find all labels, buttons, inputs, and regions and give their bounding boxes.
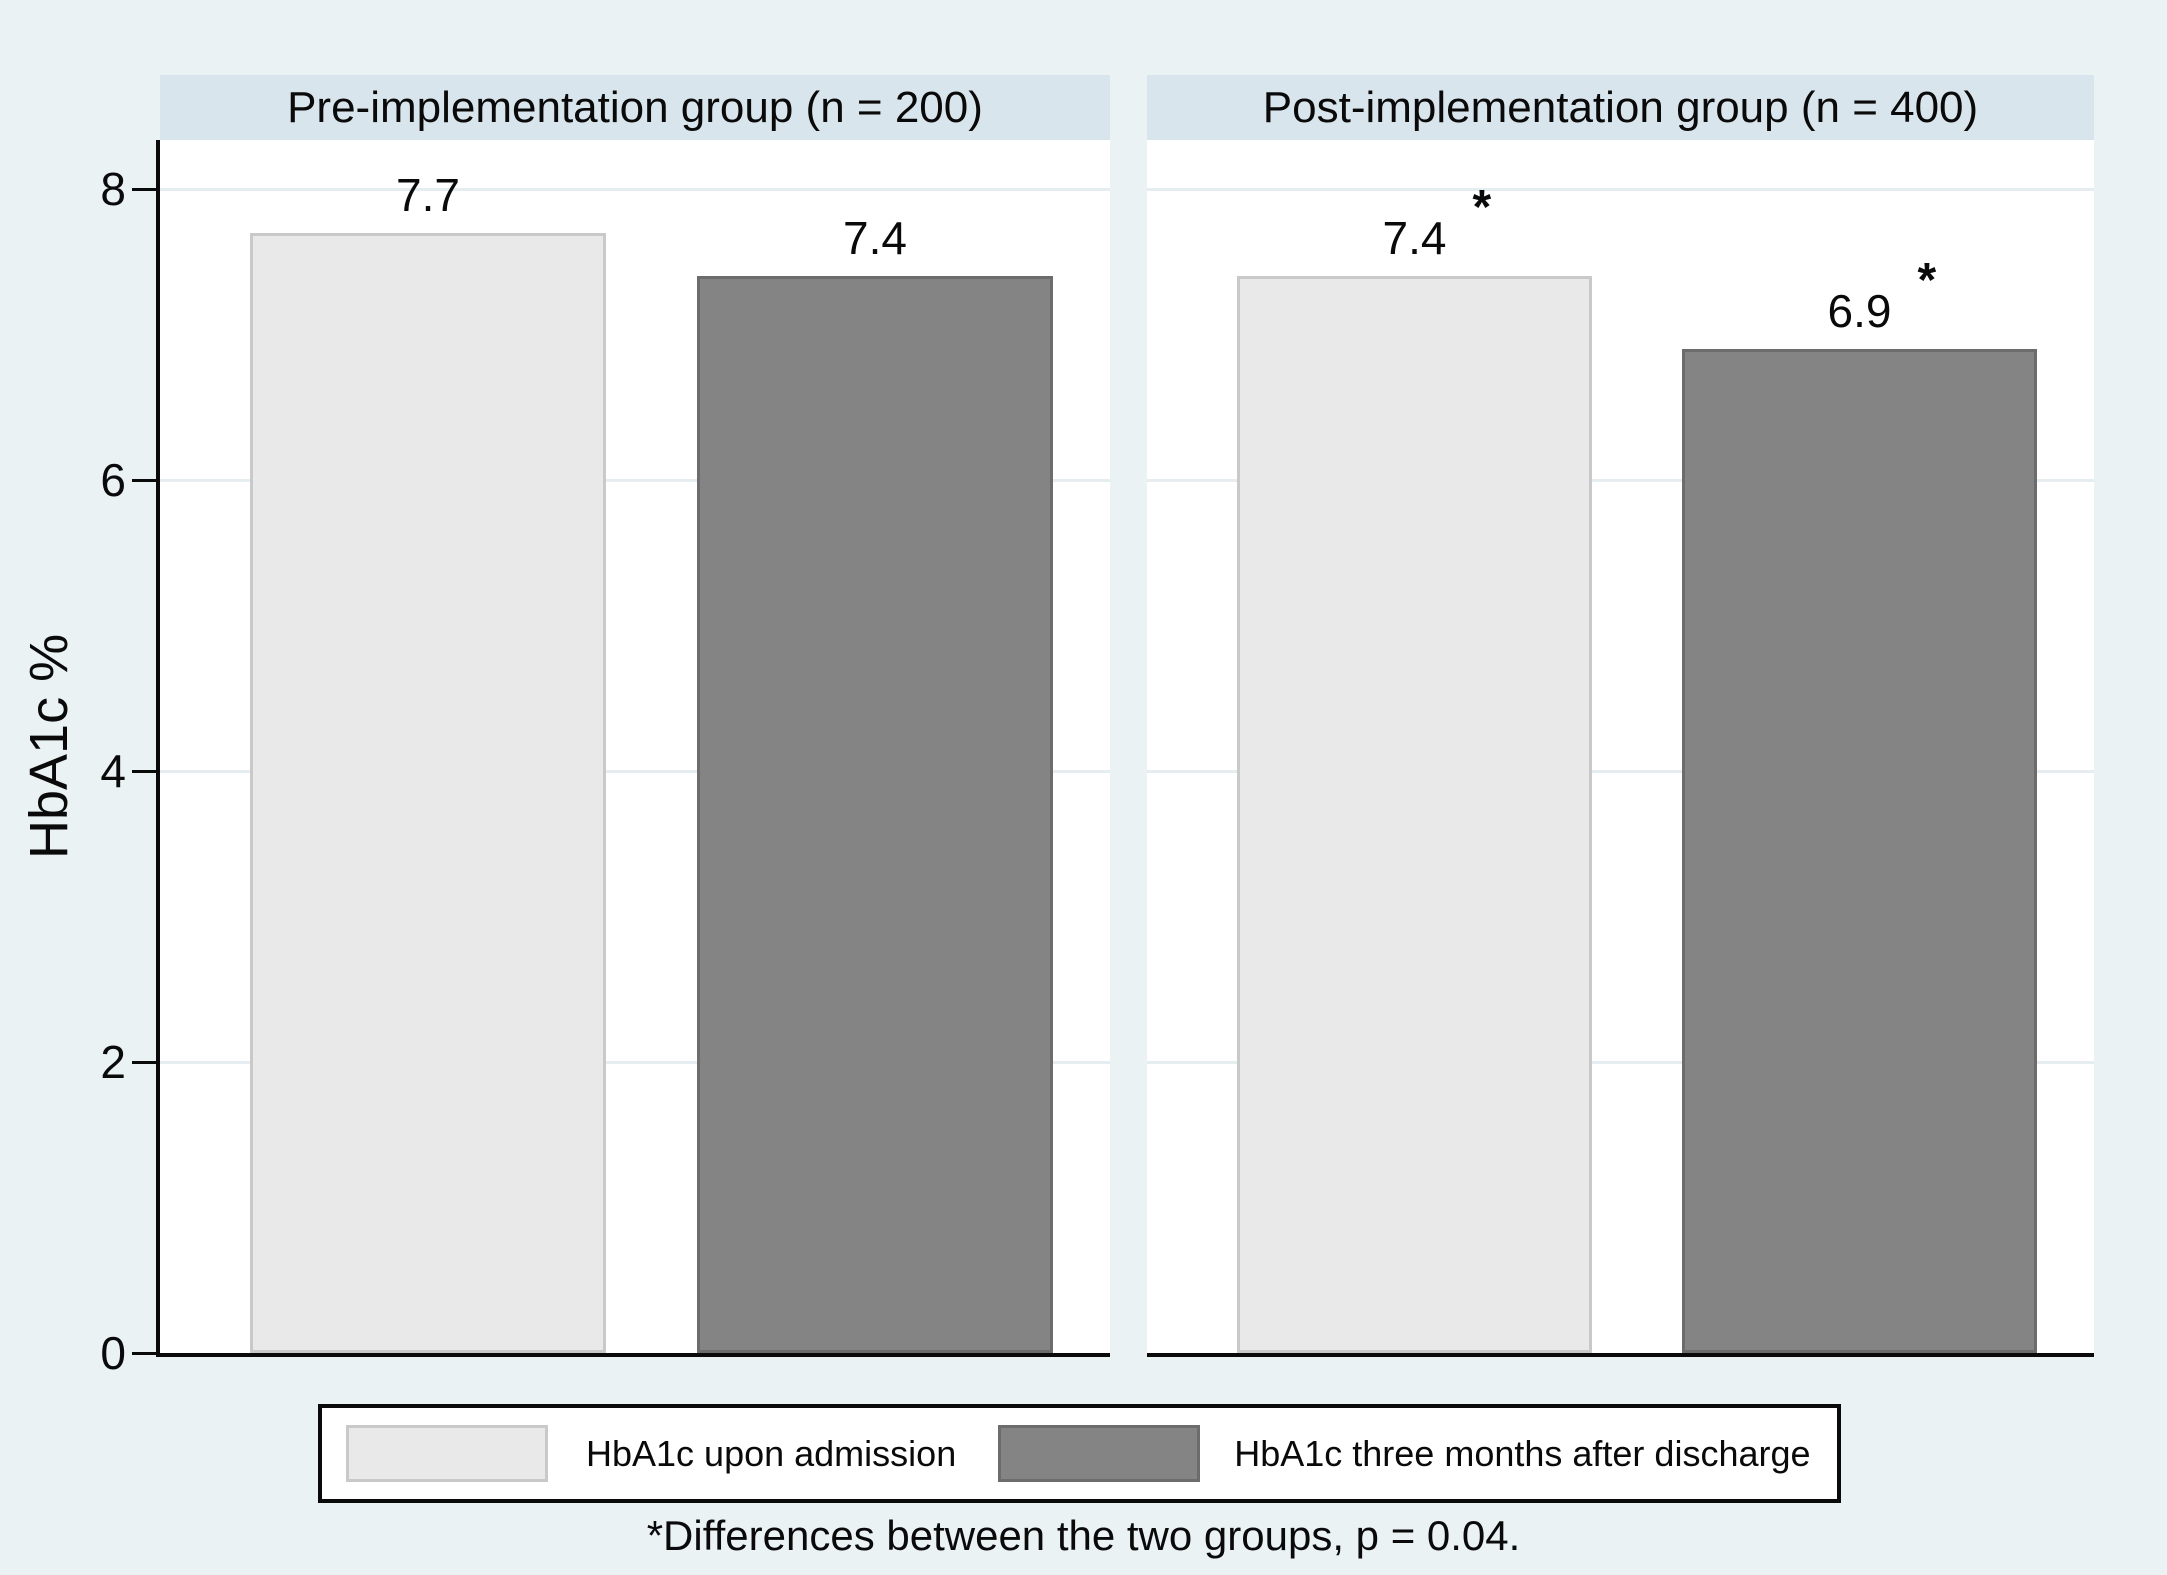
y-tick-mark <box>132 479 158 482</box>
bar <box>697 276 1053 1353</box>
panel-header: Post-implementation group (n = 400) <box>1147 75 2094 140</box>
bar <box>1682 349 2037 1353</box>
y-tick-mark <box>132 1061 158 1064</box>
grid-line <box>160 479 1110 482</box>
panel-header: Pre-implementation group (n = 200) <box>160 75 1110 140</box>
y-tick-label: 2 <box>100 1036 126 1088</box>
grid-line <box>160 1061 1110 1064</box>
x-axis-line <box>160 1353 1110 1357</box>
bar-value-text: 7.4 <box>1382 212 1447 264</box>
grid-line <box>1147 188 2094 191</box>
y-tick-label: 0 <box>100 1327 126 1379</box>
asterisk-annotation: * <box>1472 181 1492 234</box>
y-tick-mark <box>132 770 158 773</box>
grid-line <box>1147 770 2094 773</box>
y-tick-label: 4 <box>100 745 126 797</box>
legend-swatch-admission <box>346 1425 548 1482</box>
x-axis-line <box>1147 1353 2094 1357</box>
y-axis-line <box>156 140 160 1357</box>
bar-value-text: 6.9 <box>1827 285 1892 337</box>
y-tick-mark <box>132 188 158 191</box>
legend-swatch-discharge <box>998 1425 1201 1482</box>
y-tick-label: 6 <box>100 454 126 506</box>
bar-value-label: 7.4 * <box>1215 181 1615 266</box>
bar <box>1237 276 1592 1353</box>
y-tick-mark <box>132 1352 158 1355</box>
legend-box: HbA1c upon admission HbA1c three months … <box>318 1404 1841 1503</box>
grid-line <box>160 188 1110 191</box>
asterisk-annotation: * <box>1917 254 1937 307</box>
y-tick-label: 8 <box>100 163 126 215</box>
bar-value-label: 6.9 * <box>1660 254 2060 339</box>
bar-value-text: 7.7 <box>396 169 460 221</box>
legend-label-admission: HbA1c upon admission <box>586 1432 957 1474</box>
legend-label-discharge: HbA1c three months after discharge <box>1234 1432 1811 1474</box>
grid-line <box>160 770 1110 773</box>
bar-value-label: 7.7 <box>228 167 628 223</box>
bar-value-text: 7.4 <box>843 212 907 264</box>
footnote: *Differences between the two groups, p =… <box>646 1512 1521 1559</box>
grid-line <box>1147 1061 2094 1064</box>
bar <box>250 233 606 1353</box>
bar-value-label: 7.4 <box>675 210 1075 266</box>
grid-line <box>1147 479 2094 482</box>
